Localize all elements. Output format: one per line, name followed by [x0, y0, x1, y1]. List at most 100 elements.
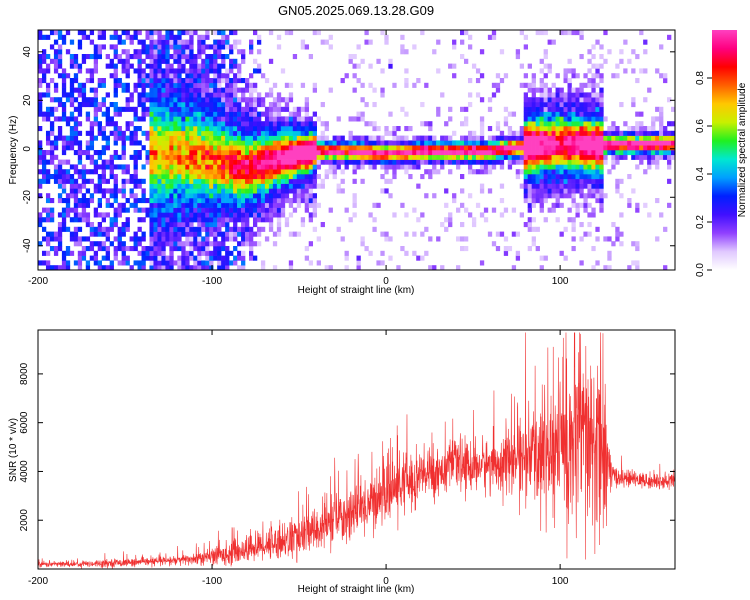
- spectrogram-cell: [213, 241, 218, 247]
- spectrogram-cell: [424, 169, 429, 175]
- spectrogram-cell: [189, 34, 194, 40]
- spectrogram-cell: [344, 265, 349, 271]
- spectrogram-cell: [555, 102, 560, 108]
- spectrogram-cell: [217, 130, 222, 136]
- spectrogram-cell: [177, 255, 182, 261]
- spectrogram-cell: [280, 207, 286, 213]
- spectrogram-cell: [663, 78, 668, 84]
- spectrogram-cell: [241, 97, 246, 103]
- spectrogram-cell: [416, 140, 421, 146]
- spectrogram-cell: [57, 34, 63, 40]
- spectrogram-cell: [209, 154, 214, 160]
- spectrogram-cell: [145, 44, 150, 50]
- spectrogram-cell: [81, 174, 87, 180]
- spectrogram-cell: [543, 178, 548, 184]
- spectrogram-cell: [300, 174, 306, 180]
- spectrogram-cell: [312, 174, 317, 180]
- spectrogram-cell: [181, 30, 186, 36]
- spectrogram-cell: [364, 145, 369, 151]
- spectrogram-cell: [256, 183, 262, 189]
- spectrogram-cell: [396, 164, 401, 170]
- spectrogram-cell: [209, 87, 214, 93]
- spectrogram-cell: [440, 154, 445, 160]
- spectrogram-cell: [444, 140, 449, 146]
- spectrogram-cell: [400, 164, 405, 170]
- spectrogram-cell: [531, 116, 536, 122]
- spectrogram-cell: [499, 78, 505, 84]
- spectrogram-cell: [551, 145, 556, 151]
- spectrogram-cell: [440, 150, 445, 156]
- spectrogram-cell: [599, 116, 604, 122]
- spectrogram-cell: [77, 236, 83, 242]
- spectrogram-cell: [45, 116, 51, 122]
- spectrogram-cell: [117, 202, 122, 208]
- spectrogram-cell: [209, 121, 214, 127]
- spectrogram-cell: [141, 44, 146, 50]
- spectrogram-cell: [129, 135, 134, 141]
- spectrogram-cell: [352, 54, 357, 60]
- spectrogram-cell: [57, 231, 63, 237]
- spectrogram-cell: [523, 130, 528, 136]
- spectrogram-cell: [201, 188, 206, 194]
- spectrogram-cell: [575, 135, 580, 141]
- spectrogram-cell: [647, 159, 652, 165]
- spectrogram-cell: [201, 241, 206, 247]
- spectrogram-cell: [599, 183, 604, 189]
- spectrogram-cell: [113, 130, 118, 136]
- spectrogram-cell: [169, 217, 174, 223]
- spectrogram-cell: [507, 126, 513, 132]
- spectrogram-cell: [292, 188, 298, 194]
- spectrogram-cell: [380, 231, 385, 237]
- spectrogram-cell: [137, 82, 142, 88]
- spectrogram-cell: [157, 68, 162, 74]
- spectrogram-cell: [527, 140, 532, 146]
- spectrogram-cell: [563, 106, 568, 112]
- spectrogram-cell: [133, 82, 138, 88]
- spectrogram-cell: [368, 150, 373, 156]
- spectrogram-cell: [264, 145, 270, 151]
- spectrogram-cell: [81, 164, 87, 170]
- spectrogram-cell: [225, 164, 230, 170]
- spectrogram-cell: [221, 193, 226, 199]
- spectrogram-cell: [201, 44, 206, 50]
- spectrogram-cell: [225, 68, 230, 74]
- spectrogram-cell: [245, 111, 250, 117]
- spectrogram-cell: [276, 183, 282, 189]
- spectrogram-cell: [436, 39, 441, 45]
- spectrogram-cell: [57, 102, 63, 108]
- spectrogram-cell: [249, 183, 254, 189]
- spectrogram-cell: [475, 135, 481, 141]
- spectrogram-cell: [165, 154, 170, 160]
- spectrogram-cell: [53, 178, 59, 184]
- spectrogram-cell: [487, 231, 493, 237]
- spectrogram-cell: [157, 30, 162, 36]
- spectrogram-cell: [77, 30, 83, 36]
- spectrogram-cell: [619, 241, 624, 247]
- spectrogram-cell: [197, 260, 202, 266]
- spectrogram-cell: [49, 265, 55, 271]
- spectrogram-cell: [129, 246, 134, 252]
- spectrogram-cell: [551, 121, 556, 127]
- spectrogram-cell: [304, 44, 310, 50]
- spectrogram-cell: [519, 169, 525, 175]
- spectrogram-cell: [543, 164, 548, 170]
- spectrogram-cell: [575, 164, 580, 170]
- spectrogram-cell: [543, 135, 548, 141]
- spectrogram-cell: [177, 193, 182, 199]
- spectrogram-cell: [113, 54, 118, 60]
- spectrogram-cell: [555, 111, 560, 117]
- spectrogram-cell: [372, 121, 377, 127]
- spectrogram-cell: [543, 82, 548, 88]
- spectrogram-cell: [555, 121, 560, 127]
- spectrogram-cell: [288, 164, 294, 170]
- spectrogram-cell: [424, 250, 429, 256]
- spectrogram-cell: [157, 241, 162, 247]
- spectrogram-cell: [460, 202, 465, 208]
- spectrogram-cell: [463, 58, 469, 64]
- spectrogram-cell: [233, 106, 238, 112]
- spectrogram-cell: [579, 87, 584, 93]
- spectrogram-cell: [452, 154, 457, 160]
- spectrogram-cell: [527, 246, 532, 252]
- spectrogram-cell: [157, 169, 162, 175]
- spectrogram-cell: [69, 92, 75, 98]
